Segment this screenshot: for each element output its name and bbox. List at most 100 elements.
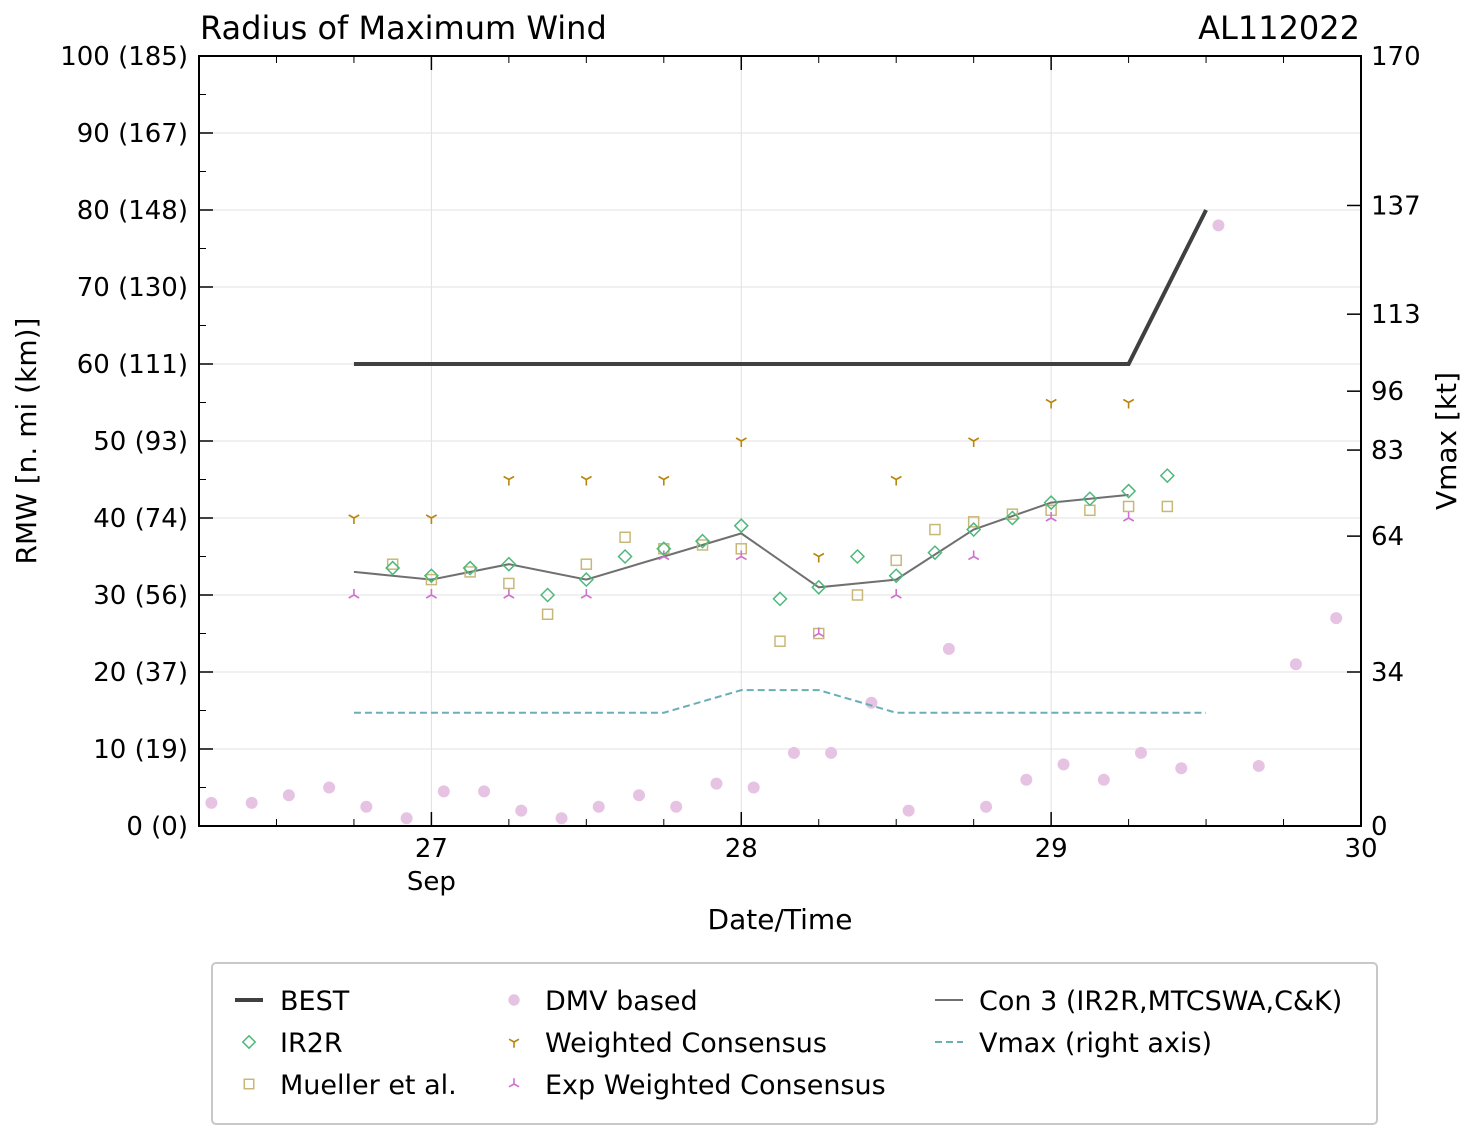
y-tick-label: 10 (19) (93, 735, 188, 765)
legend-label: Vmax (right axis) (979, 1028, 1212, 1059)
dmv-based-point (592, 800, 605, 813)
mueller-et-al-point (1006, 508, 1019, 520)
ir2r-point (385, 560, 401, 576)
legend-label: Con 3 (IR2R,MTCSWA,C&K) (979, 986, 1342, 1017)
dmv-based-point (865, 696, 878, 709)
mueller-et-al-point (464, 566, 476, 578)
mueller-et-al-point (425, 573, 438, 586)
y2-tick-label: 0 (1371, 812, 1388, 842)
y-tick-label: 40 (74) (93, 504, 188, 534)
ir2r-point (1121, 483, 1137, 499)
weighted-consensus-point (735, 437, 747, 447)
dmv-based-point (670, 800, 683, 813)
weighted-consensus-point (425, 514, 438, 524)
x-tick-sublabel: Sep (407, 867, 456, 897)
dmv-based-point (205, 796, 218, 809)
x-tick-label: 29 (1035, 834, 1068, 864)
legend-label: Weighted Consensus (545, 1028, 827, 1059)
dmv-based-point (1212, 219, 1225, 232)
x-tick-label: 27 (415, 834, 448, 864)
exp-weighted-consensus-point (735, 550, 747, 561)
storm-id: AL112022 (1198, 9, 1360, 47)
weighted-consensus-point (503, 475, 515, 486)
y-axis-label: RMW [n. mi (km)] (10, 318, 43, 565)
ir2r-point (656, 541, 672, 557)
dmv-based-point (282, 789, 295, 802)
ir2r-point (849, 548, 866, 565)
y-tick-label: 100 (185) (60, 42, 188, 72)
dmv-based-point (245, 796, 258, 809)
dmv-based-point (633, 789, 646, 802)
legend-box (211, 962, 1378, 1125)
ir2r-point (501, 556, 517, 572)
dmv-based-point (1252, 759, 1265, 772)
ir2r-point (423, 568, 439, 584)
mueller-et-al-point (1122, 500, 1135, 513)
ir2r-point (888, 568, 904, 584)
dmv-based-point (942, 642, 955, 655)
ir2r-point (811, 579, 827, 595)
weighted-consensus-point (890, 475, 902, 486)
ir2r-point (462, 560, 478, 576)
dmv-based-point (360, 800, 373, 813)
y2-tick-label: 64 (1371, 522, 1404, 552)
y2-tick-label: 113 (1371, 300, 1421, 330)
mueller-et-al-point (541, 608, 554, 620)
mueller-et-al-point (619, 531, 631, 543)
plot-series (205, 209, 1343, 825)
ir2r-point (1004, 510, 1020, 526)
ir2r-point (733, 518, 749, 534)
grid (199, 56, 1361, 826)
dmv-based-point (1289, 658, 1302, 671)
best-line (353, 209, 1208, 366)
axis-ticks: 0 (0) 10 (19) 20 (37) 30 (56) 40 (74) 50 (93)… (60, 42, 1420, 897)
ir2r-point (927, 545, 943, 561)
ir2r-point (1082, 491, 1098, 507)
chart-title: Radius of Maximum Wind (200, 9, 607, 47)
dmv-based-point (787, 746, 800, 759)
exp-weighted-consensus-point (348, 589, 360, 599)
legend-label: Exp Weighted Consensus (545, 1070, 886, 1101)
exp-weighted-consensus-point (425, 589, 438, 599)
con-3-ir2r-mtcswa-c-k-line (353, 493, 1129, 589)
legend-label: BEST (280, 986, 350, 1017)
dmv-based-point (710, 777, 723, 790)
y-tick-label: 0 (0) (126, 812, 188, 842)
weighted-consensus-point (1122, 398, 1135, 409)
exp-weighted-consensus-point (968, 550, 980, 561)
legend-label: IR2R (280, 1028, 343, 1059)
exp-weighted-consensus-point (580, 589, 592, 599)
ir2r-point (540, 587, 556, 603)
weighted-consensus-point (580, 475, 592, 486)
x-tick-label: 30 (1344, 834, 1377, 864)
legend-label: DMV based (545, 986, 698, 1017)
exp-weighted-consensus-point (890, 589, 902, 599)
legend-swatch-dmv-based (508, 994, 520, 1006)
weighted-consensus-point (1045, 398, 1057, 409)
ir2r-point (966, 521, 982, 538)
dmv-based-point (747, 781, 760, 794)
dmv-based-point (515, 804, 528, 817)
legend-swatch-ir2r (241, 1034, 257, 1050)
dmv-based-point (1175, 762, 1188, 775)
dmv-based-point (400, 812, 413, 825)
y2-tick-label: 96 (1371, 377, 1404, 407)
x-axis-label: Date/Time (708, 903, 853, 936)
dmv-based-point (1330, 612, 1343, 625)
mueller-et-al-point (1161, 500, 1174, 513)
mueller-et-al-point (1084, 504, 1096, 517)
mueller-et-al-point (890, 554, 902, 567)
mueller-et-al-point (580, 558, 593, 570)
weighted-consensus-point (968, 437, 980, 447)
ir2r-point (772, 591, 788, 607)
dmv-based-point (1134, 746, 1147, 759)
y2-tick-label: 34 (1371, 658, 1404, 688)
y-tick-label: 50 (93) (93, 427, 188, 457)
x-tick-label: 28 (725, 834, 758, 864)
dmv-based-point (825, 746, 838, 759)
vmax-right-axis-line (353, 689, 1207, 714)
y-tick-label: 90 (167) (77, 119, 188, 149)
legend-label: Mueller et al. (280, 1070, 457, 1101)
y2-tick-label: 137 (1371, 191, 1421, 221)
dmv-based-point (980, 800, 993, 813)
